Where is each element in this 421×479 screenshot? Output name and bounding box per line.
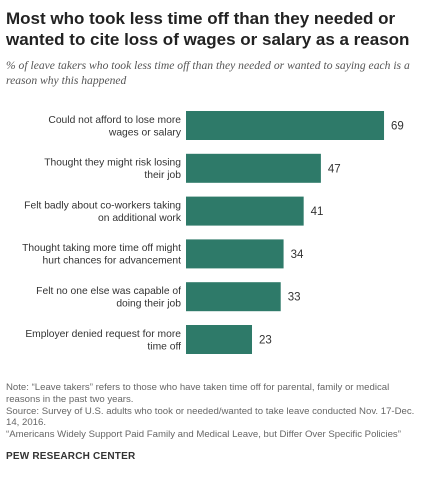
category-label-4: Thought taking more time off might hurt c… — [22, 243, 181, 267]
bar-5 — [186, 282, 281, 312]
value-label-3: 41 — [311, 206, 324, 218]
category-label-2: Thought they might risk losing their job — [44, 158, 181, 182]
bar-2 — [186, 153, 321, 183]
chart-notes: Note: “Leave takers” refers to those who… — [6, 382, 418, 441]
value-label-1: 69 — [391, 121, 404, 133]
value-label-2: 47 — [328, 163, 341, 175]
category-label-5: Felt no one else was capable of doing the… — [36, 286, 181, 310]
value-label-6: 23 — [259, 335, 272, 347]
chart-title: Most who took less time off than they ne… — [6, 9, 410, 49]
chart-subtitle: % of leave takers who took less time off… — [6, 59, 410, 87]
bar-3 — [186, 196, 304, 226]
category-label-3: Felt badly about co-workers taking on add… — [24, 200, 182, 224]
bar-4 — [186, 239, 284, 269]
category-label-6: Employer denied request for more time off — [25, 329, 181, 353]
value-label-5: 33 — [288, 292, 301, 304]
source-text: Source: Survey of U.S. adults who took o… — [6, 405, 415, 429]
bar-6 — [186, 325, 253, 354]
value-label-4: 34 — [291, 249, 304, 261]
report-title: “Americans Widely Support Paid Family an… — [6, 429, 401, 441]
note-text: Note: “Leave takers” refers to those who… — [6, 382, 390, 405]
bar-1 — [186, 111, 385, 140]
category-label-1: Could not afford to lose more wages or sa… — [48, 115, 181, 139]
brand-logo-text: PEW RESEARCH CENTER — [6, 451, 136, 462]
